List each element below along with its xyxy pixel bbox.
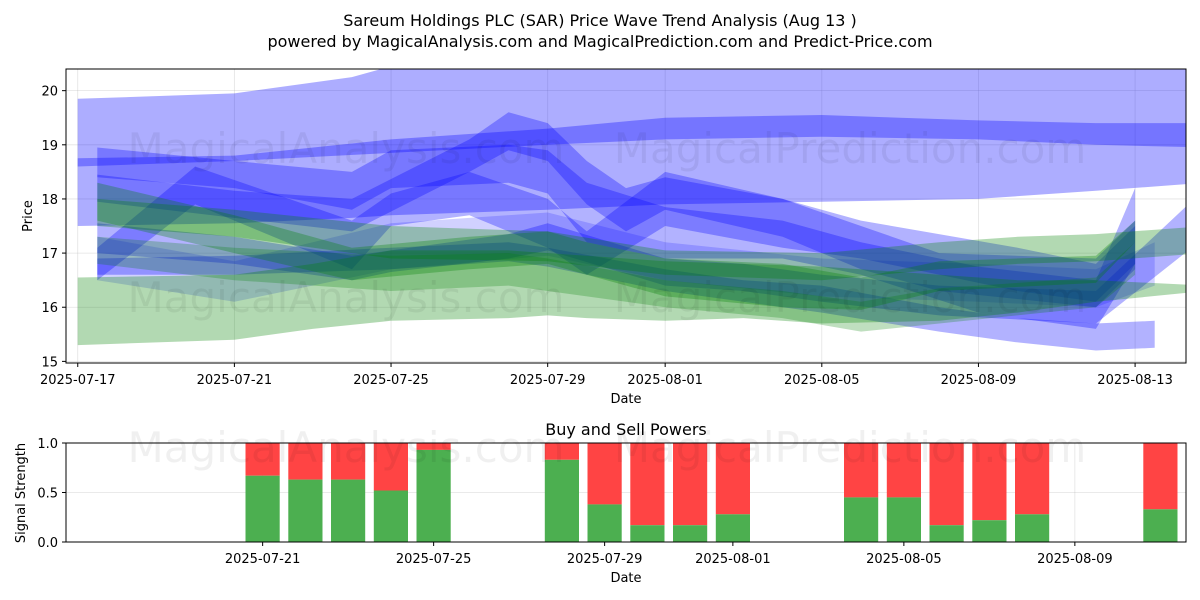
price-x-tick-label: 2025-08-05: [784, 373, 860, 388]
price-band-blue-6: [97, 206, 1186, 324]
sell-bar: [1186, 443, 1200, 514]
price-y-axis-label: Price: [21, 200, 36, 232]
watermark-mid-right: MagicalPrediction.com: [614, 273, 1087, 322]
price-band-green-10: [97, 182, 1136, 310]
signal-plot-frame: [65, 442, 1187, 543]
buy-bar: [416, 449, 451, 542]
price-x-tick-label: 2025-07-29: [510, 373, 586, 388]
signal-y-tick-label: 0.0: [37, 536, 58, 551]
price-x-tick-label: 2025-08-13: [1097, 373, 1173, 388]
price-band-green-8: [77, 250, 1186, 346]
price-x-tick-label: 2025-08-09: [941, 373, 1017, 388]
signal-x-axis-label: Date: [610, 571, 641, 586]
signal-x-tick-label: 2025-07-29: [567, 552, 643, 567]
sell-bar: [844, 443, 879, 498]
price-band-blue-0: [77, 69, 1186, 226]
signal-x-tick-label: 2025-08-05: [866, 552, 942, 567]
watermark-bottom-left: MagicalAnalysis.com: [128, 423, 565, 472]
price-x-tick-label: 2025-07-25: [353, 373, 429, 388]
sell-bar: [416, 443, 451, 450]
price-x-tick-label: 2025-07-21: [197, 373, 273, 388]
chart-title-line1: Sareum Holdings PLC (SAR) Price Wave Tre…: [343, 11, 857, 30]
sell-bar: [288, 443, 323, 480]
price-y-tick-label: 18: [41, 193, 58, 208]
price-y-tick-label: 17: [41, 247, 58, 262]
price-bands: [77, 69, 1186, 351]
sell-bar: [373, 443, 408, 491]
buy-bar: [544, 459, 579, 542]
price-band-blue-3: [97, 112, 1136, 308]
buy-bar: [1186, 514, 1200, 542]
sell-bar: [587, 443, 622, 505]
price-y-tick-label: 19: [41, 139, 58, 154]
sell-bar: [1143, 443, 1178, 510]
signal-y-tick-label: 1.0: [37, 437, 58, 452]
signal-panel: Buy and Sell Powers MagicalAnalysis.com …: [14, 420, 1200, 586]
buy-bar: [929, 525, 964, 542]
buy-bar: [886, 497, 921, 542]
sell-bar: [1015, 443, 1050, 515]
signal-x-tick-label: 2025-07-25: [396, 552, 472, 567]
price-y-tick-label: 16: [41, 301, 58, 316]
signal-y-axis-label: Signal Strength: [14, 443, 29, 543]
price-band-blue-1: [77, 115, 1186, 167]
price-plot-area: [66, 69, 1186, 363]
chart-title-line2: powered by MagicalAnalysis.com and Magic…: [267, 32, 932, 51]
sell-bar: [673, 443, 708, 526]
sell-bar: [886, 443, 921, 498]
price-band-blue-4: [97, 166, 1136, 302]
price-y-tick-label: 20: [41, 85, 58, 100]
signal-x-tick-label: 2025-08-09: [1037, 552, 1113, 567]
price-x-axis-label: Date: [610, 392, 641, 407]
signal-bars: [245, 443, 1200, 542]
price-band-blue-5: [97, 242, 1155, 351]
sell-bar: [630, 443, 665, 526]
sell-bar: [245, 443, 280, 476]
buy-bar: [373, 490, 408, 542]
signal-x-tick-label: 2025-08-01: [695, 552, 771, 567]
price-y-tick-label: 15: [41, 355, 58, 370]
buy-bar: [673, 525, 708, 542]
sell-bar: [929, 443, 964, 526]
signal-x-tick-label: 2025-07-21: [225, 552, 301, 567]
price-grid: [66, 69, 1186, 363]
buy-bar: [331, 479, 366, 542]
price-plot-frame: [65, 68, 1187, 364]
price-axes: 2025-07-17 2025-07-21 2025-07-25 2025-07-29…: [40, 85, 1173, 388]
watermark-bottom-right: MagicalPrediction.com: [614, 423, 1087, 472]
watermark-top-right: MagicalPrediction.com: [614, 124, 1087, 173]
price-panel: MagicalAnalysis.com MagicalPrediction.co…: [21, 68, 1187, 407]
buy-bar: [715, 514, 750, 542]
buy-bar: [288, 479, 323, 542]
price-band-green-11: [97, 236, 1136, 332]
sell-bar: [544, 443, 579, 460]
buy-bar: [972, 520, 1007, 542]
price-x-tick-label: 2025-08-01: [627, 373, 703, 388]
price-band-blue-2: [97, 144, 1136, 329]
sell-bar: [972, 443, 1007, 521]
buy-bar: [587, 504, 622, 542]
signal-y-tick-label: 0.5: [37, 487, 58, 502]
signal-axes: 2025-07-21 2025-07-25 2025-07-29 2025-08-01…: [37, 437, 1113, 567]
sell-bar: [331, 443, 366, 480]
watermark-mid-left: MagicalAnalysis.com: [128, 273, 565, 322]
price-band-green-9: [97, 198, 1186, 281]
buy-bar: [844, 497, 879, 542]
buy-bar: [630, 525, 665, 542]
signal-chart-title: Buy and Sell Powers: [545, 420, 707, 439]
price-band-blue-7: [97, 212, 1155, 308]
buy-bar: [1143, 509, 1178, 542]
watermark-top-left: MagicalAnalysis.com: [128, 124, 565, 173]
price-x-tick-label: 2025-07-17: [40, 373, 116, 388]
buy-bar: [1015, 514, 1050, 542]
sell-bar: [715, 443, 750, 515]
buy-bar: [245, 475, 280, 542]
